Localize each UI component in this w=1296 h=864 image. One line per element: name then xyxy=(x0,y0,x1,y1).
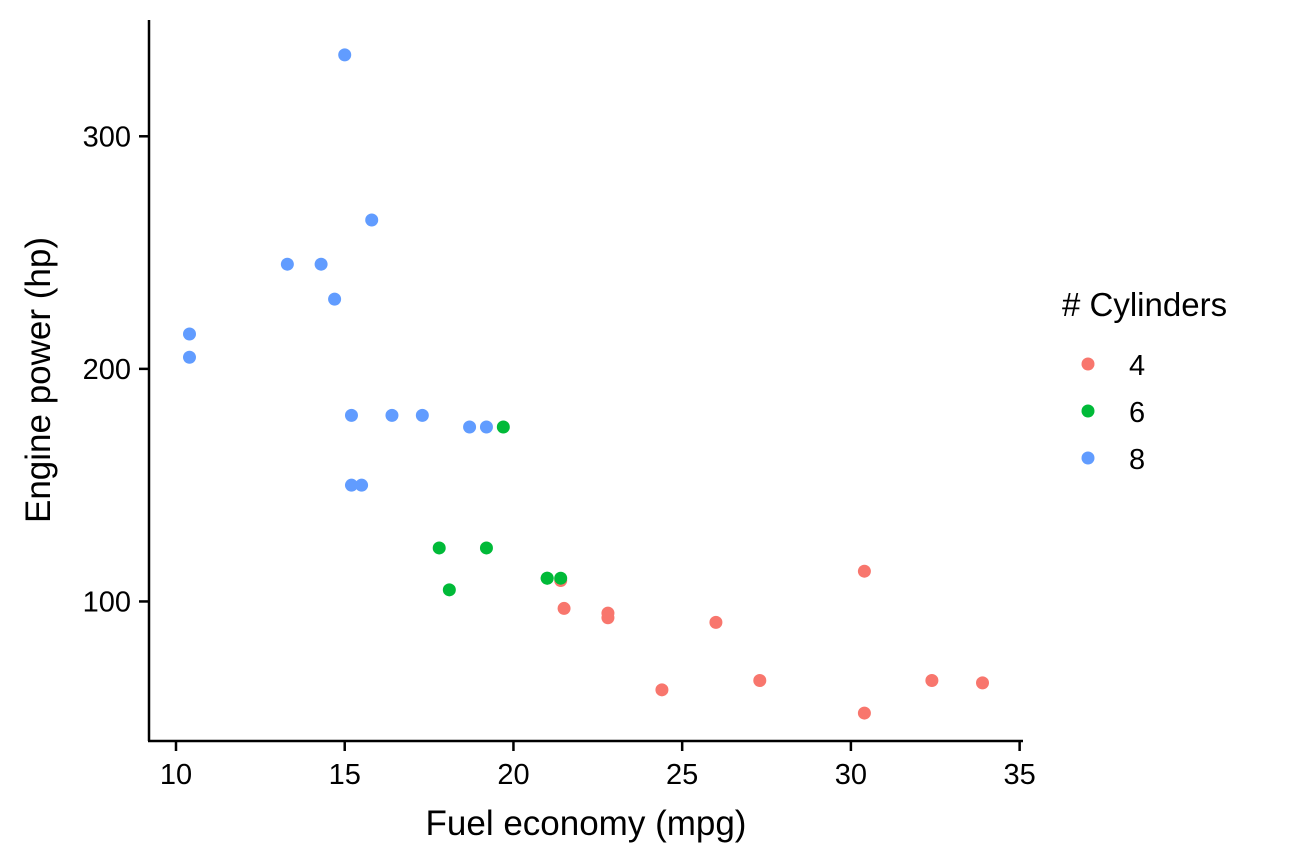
legend-label-6: 6 xyxy=(1129,397,1145,429)
legend-label-8: 8 xyxy=(1129,444,1145,476)
data-point-cyl-6 xyxy=(443,583,456,596)
y-tick-label: 100 xyxy=(83,586,131,618)
data-point-cyl-8 xyxy=(328,293,341,306)
data-point-cyl-4 xyxy=(709,616,722,629)
y-ticks: 100 200 300 xyxy=(83,121,149,618)
data-point-cyl-4 xyxy=(925,674,938,687)
data-point-cyl-8 xyxy=(281,258,294,271)
data-point-cyl-8 xyxy=(345,409,358,422)
y-tick-label: 300 xyxy=(83,121,131,153)
data-point-cyl-8 xyxy=(183,327,196,340)
data-points xyxy=(183,48,989,719)
data-point-cyl-6 xyxy=(554,572,567,585)
data-point-cyl-4 xyxy=(655,683,668,696)
data-point-cyl-4 xyxy=(558,602,571,615)
legend-key-6 xyxy=(1082,405,1095,418)
data-point-cyl-6 xyxy=(433,541,446,554)
data-point-cyl-8 xyxy=(338,48,351,61)
data-point-cyl-8 xyxy=(463,421,476,434)
x-tick-label: 10 xyxy=(160,759,192,791)
x-tick-label: 15 xyxy=(329,759,361,791)
x-axis-title: Fuel economy (mpg) xyxy=(426,804,747,843)
legend-label-4: 4 xyxy=(1129,350,1145,382)
data-point-cyl-8 xyxy=(385,409,398,422)
data-point-cyl-4 xyxy=(753,674,766,687)
data-point-cyl-8 xyxy=(365,214,378,227)
data-point-cyl-4 xyxy=(601,607,614,620)
data-point-cyl-6 xyxy=(541,572,554,585)
y-axis-title: Engine power (hp) xyxy=(19,237,58,523)
data-point-cyl-8 xyxy=(416,409,429,422)
data-point-cyl-4 xyxy=(858,565,871,578)
x-tick-label: 20 xyxy=(497,759,529,791)
data-point-cyl-4 xyxy=(976,676,989,689)
x-tick-label: 25 xyxy=(666,759,698,791)
x-tick-label: 35 xyxy=(1003,759,1035,791)
x-tick-label: 30 xyxy=(835,759,867,791)
legend-items: 4 6 8 xyxy=(1082,350,1146,476)
y-tick-label: 200 xyxy=(83,354,131,386)
legend-title: # Cylinders xyxy=(1062,286,1227,323)
legend: # Cylinders 4 6 8 xyxy=(1062,286,1227,476)
legend-key-4 xyxy=(1082,358,1095,371)
legend-key-8 xyxy=(1082,452,1095,465)
axes: 10 15 20 25 30 35 100 200 300 xyxy=(83,20,1036,791)
data-point-cyl-8 xyxy=(315,258,328,271)
data-point-cyl-4 xyxy=(858,707,871,720)
x-ticks: 10 15 20 25 30 35 xyxy=(160,741,1036,791)
data-point-cyl-6 xyxy=(480,541,493,554)
data-point-cyl-8 xyxy=(183,351,196,364)
data-point-cyl-8 xyxy=(345,479,358,492)
data-point-cyl-6 xyxy=(497,421,510,434)
data-point-cyl-8 xyxy=(480,421,493,434)
